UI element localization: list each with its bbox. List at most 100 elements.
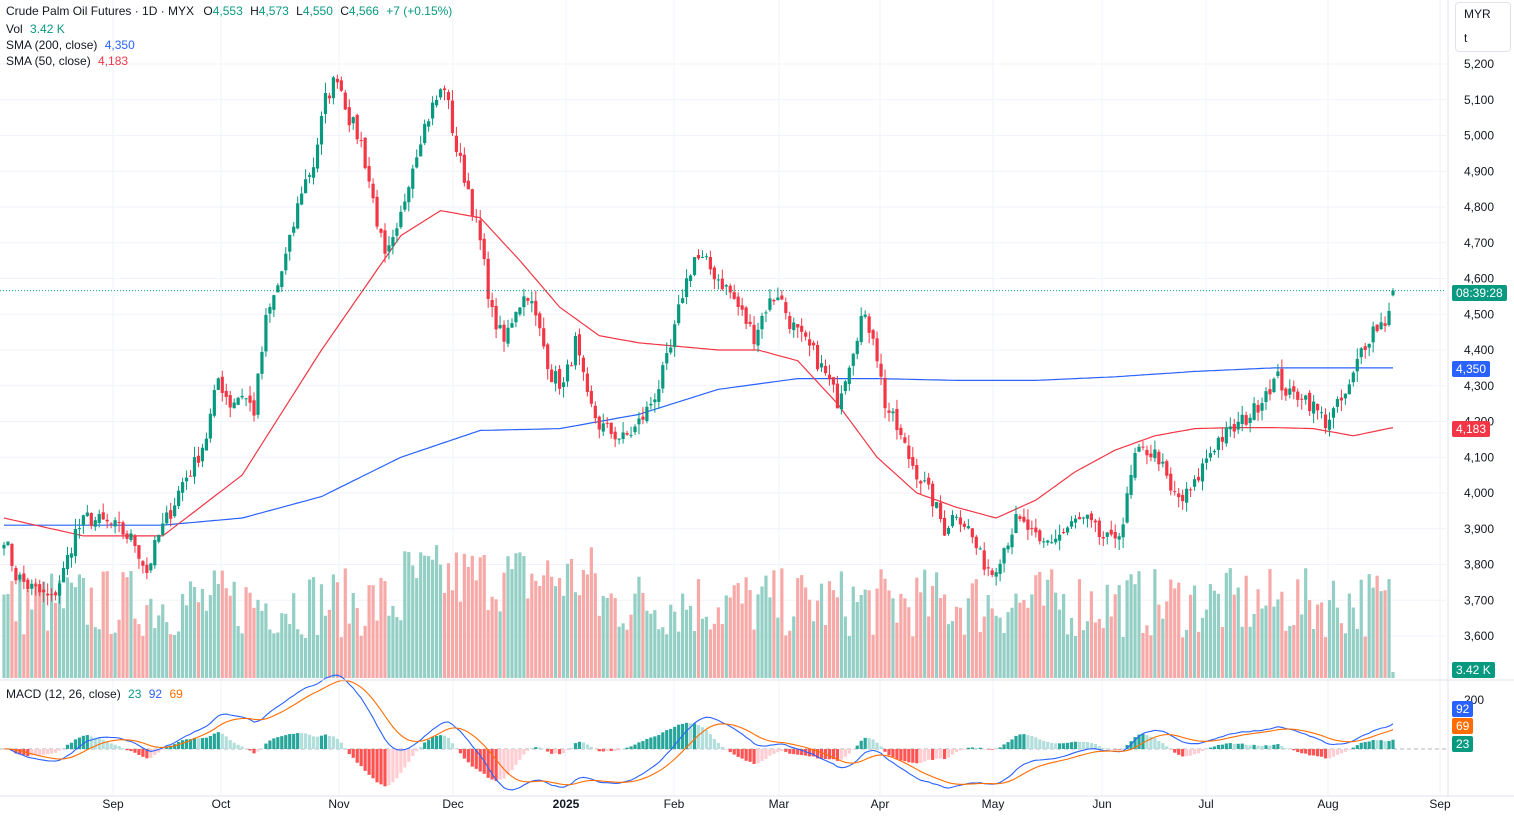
macd-hist-bar [804,749,808,756]
volume-bar [403,551,407,678]
volume-bar [1125,580,1129,678]
candle-body [696,254,701,259]
candle [1359,347,1363,365]
candle [534,290,538,326]
volume-bar [1268,569,1272,678]
candle [454,126,459,157]
volume-bar [1264,605,1268,678]
candle [81,514,85,534]
volume-bar [133,618,137,678]
macd-hist-bar [1153,738,1157,749]
volume-bar [89,587,93,678]
candle [931,480,935,517]
macd-hist-bar [970,747,974,749]
time-tick-label: 2025 [553,797,580,811]
macd-hist-bar [57,749,62,751]
currency-unit-selector[interactable]: MYR t [1455,2,1511,52]
price-tick-label: 3,700 [1464,593,1494,607]
candle [304,169,308,194]
volume-bar [1323,637,1328,678]
macd-hist-bar [1073,741,1078,749]
macd-hist-bar [224,736,228,749]
macd-hist-bar [121,748,125,749]
candle [546,342,550,380]
candle-body [331,77,335,99]
volume-bar [180,593,185,678]
low-value: 4,550 [302,4,333,18]
macd-hist-bar [1304,749,1308,754]
candle [367,156,371,189]
volume-bar [764,575,768,678]
candle [1284,387,1288,401]
volume-bar [677,631,681,678]
volume-value: 3.42 K [30,22,65,36]
macd-hist-bar [597,749,601,752]
macd-hist-bar [177,741,181,749]
candle [581,355,586,381]
candle-body [732,292,736,299]
candle-body [26,579,30,590]
candle [153,536,157,569]
candle [554,365,558,392]
candle [1177,488,1181,508]
candle-body [1200,463,1205,482]
candle [256,372,260,419]
candle [736,292,740,316]
candle [1006,542,1010,553]
macd-hist-bar [296,733,300,749]
candle [700,250,705,259]
macd-signal-tag: 69 [1452,718,1474,734]
volume-bar [1304,568,1308,678]
volume-bar [319,584,324,678]
macd-hist-bar [1002,744,1006,749]
candle [530,291,534,313]
candle [307,172,312,184]
macd-hist-bar [637,742,641,749]
candlesticks[interactable] [2,74,1395,606]
candle-body [974,536,978,549]
candle-body [1169,473,1173,491]
volume-bar [327,609,332,678]
candle-body [212,390,216,416]
volume-bar [438,564,443,678]
volume-bar [625,629,629,678]
macd-hist-bar [117,746,121,749]
macd-hist-bar [1252,744,1256,749]
candle-body [565,364,570,382]
volume-bar [681,593,685,678]
candle [990,568,994,578]
volume-bar [561,595,566,678]
candle [1042,537,1046,548]
volume-bar [173,634,177,678]
volume-bar [883,578,887,678]
candle-body [744,307,748,324]
candle [1204,449,1209,470]
macd-hist-bar [538,747,542,749]
macd-hist-bar [248,749,252,751]
macd-hist-bar [228,740,232,749]
macd-hist-bar [780,749,784,752]
time-tick-label: Jun [1092,797,1111,811]
candle [1145,445,1149,465]
volume-bar [1141,632,1145,678]
candle [200,443,205,468]
volume-bar [744,577,748,678]
volume-bar [946,624,951,678]
candle-body [105,519,109,522]
macd-hist-bar [379,749,383,785]
macd-hist-bar [772,749,776,754]
macd-hist-bar [331,736,335,749]
candle-body [335,78,339,83]
candle-body [657,389,661,402]
candle [1319,406,1324,419]
candle [839,385,843,415]
sma50-line [3,209,1394,537]
candle-body [184,477,189,482]
volume-bar [938,598,943,678]
volume-bar [395,617,399,678]
volume-bar [427,556,431,678]
candle [311,157,316,185]
volume-bar [1113,594,1117,678]
candle-body [1292,386,1296,392]
